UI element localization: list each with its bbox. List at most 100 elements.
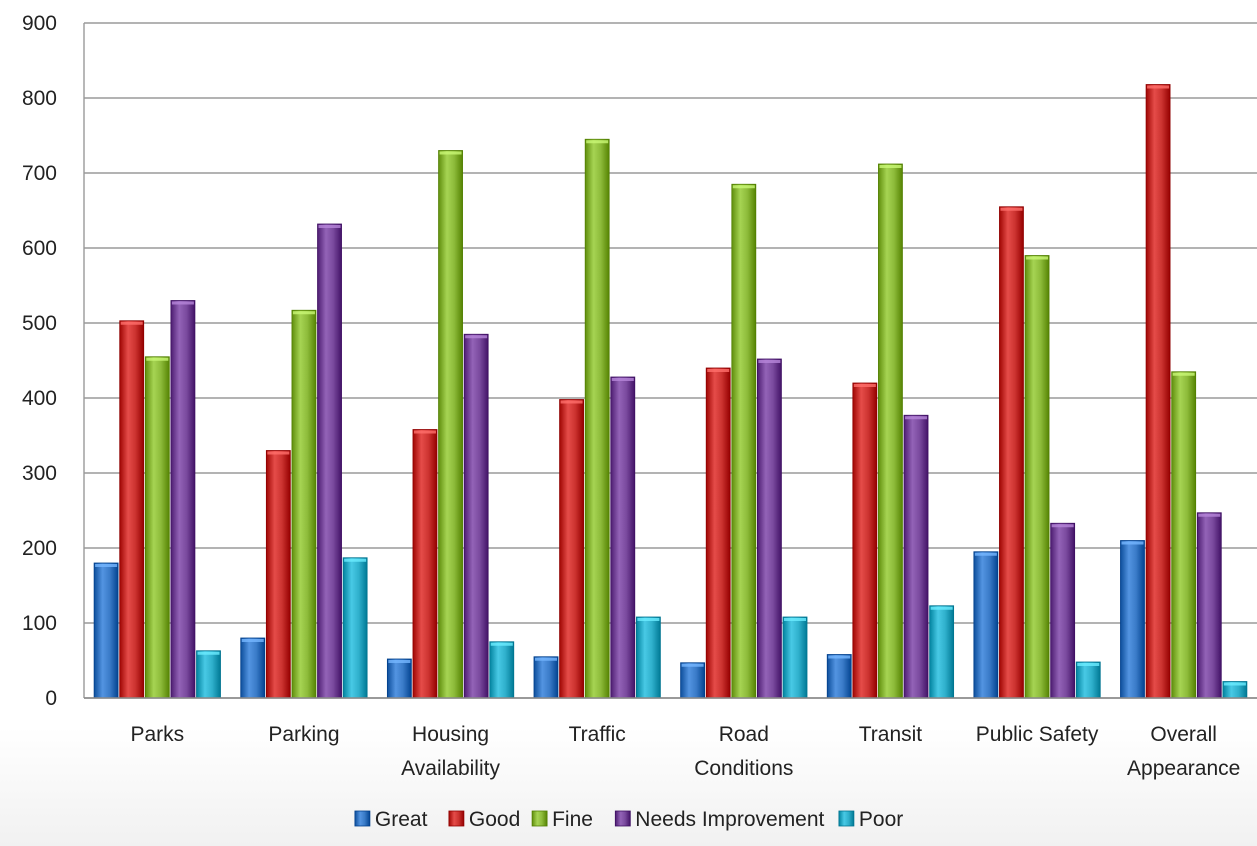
bar-needs-improvement bbox=[463, 333, 489, 699]
bar-poor bbox=[782, 616, 808, 699]
bar-highlight bbox=[732, 185, 755, 189]
bar-highlight bbox=[879, 165, 902, 168]
bar-highlight bbox=[1198, 513, 1221, 517]
bar-highlight bbox=[197, 651, 220, 655]
y-tick-label: 400 bbox=[22, 387, 57, 410]
x-tick-label: Transit bbox=[859, 723, 923, 746]
bar-fine bbox=[291, 309, 317, 699]
legend-item: Good bbox=[448, 808, 520, 831]
bar-highlight bbox=[95, 564, 118, 567]
bar-needs-improvement bbox=[1196, 512, 1222, 699]
y-tick-label: 600 bbox=[22, 237, 57, 260]
y-tick-label: 800 bbox=[22, 87, 57, 110]
bar-highlight bbox=[344, 558, 367, 562]
bar-fine bbox=[1024, 255, 1050, 699]
bar-good bbox=[1145, 84, 1171, 699]
bar-needs-improvement bbox=[903, 414, 929, 699]
bar-needs-improvement bbox=[757, 358, 782, 699]
x-tick-label: Road Conditions bbox=[694, 723, 793, 780]
legend-item: Needs Improvement bbox=[614, 808, 825, 831]
bar-highlight bbox=[388, 660, 411, 663]
bar-great bbox=[973, 551, 999, 699]
y-tick-label: 0 bbox=[45, 687, 57, 710]
bar-highlight bbox=[1147, 85, 1170, 89]
x-axis-labels: Parks Parking Housing Availability Traffic Ro… bbox=[130, 723, 1240, 780]
bar-needs-improvement bbox=[610, 376, 636, 699]
legend-swatch bbox=[614, 810, 631, 827]
legend-swatch bbox=[531, 810, 548, 827]
bar-poor bbox=[635, 616, 661, 699]
bar-good bbox=[705, 367, 731, 699]
x-tick-label: Parks bbox=[130, 723, 184, 746]
bar-good bbox=[999, 206, 1024, 699]
x-tick-label-line: Parking bbox=[268, 723, 339, 746]
bar-needs-improvement bbox=[1050, 522, 1076, 699]
bar-great bbox=[240, 637, 266, 699]
x-tick-label: Parking bbox=[268, 723, 339, 746]
bar-highlight bbox=[1051, 524, 1074, 528]
bar-good bbox=[559, 399, 584, 699]
bar-fine bbox=[878, 163, 903, 699]
bar-fine bbox=[438, 150, 463, 699]
bar-good bbox=[412, 429, 438, 699]
bar-fine bbox=[731, 183, 757, 699]
bar-fine bbox=[584, 138, 610, 699]
bar-highlight bbox=[318, 225, 341, 228]
x-tick-label-line: Parks bbox=[130, 723, 184, 746]
y-axis-ticks: 0 100 200 300 400 500 600 700 800 900 bbox=[22, 12, 57, 710]
bar-highlight bbox=[120, 321, 143, 325]
bar-great bbox=[93, 562, 119, 699]
x-tick-label: Overall Appearance bbox=[1127, 723, 1240, 780]
bar-great bbox=[680, 662, 706, 699]
legend-swatch bbox=[838, 810, 855, 827]
bar-highlight bbox=[930, 606, 953, 610]
legend-item: Great bbox=[354, 808, 428, 831]
bar-highlight bbox=[784, 618, 807, 621]
bar-great bbox=[826, 654, 852, 699]
bar-highlight bbox=[292, 311, 315, 315]
x-tick-label-line: Overall bbox=[1150, 723, 1217, 746]
bar-good bbox=[852, 382, 878, 699]
x-tick-label-line: Transit bbox=[859, 723, 923, 746]
bar-highlight bbox=[534, 657, 557, 661]
x-tick-label-line: Housing bbox=[412, 723, 489, 746]
bar-highlight bbox=[1000, 207, 1023, 211]
bar-great bbox=[386, 658, 412, 699]
bar-highlight bbox=[758, 360, 781, 363]
legend-item: Fine bbox=[531, 808, 593, 831]
y-tick-label: 700 bbox=[22, 162, 57, 185]
legend-swatch bbox=[354, 810, 371, 827]
legend-label: Fine bbox=[552, 808, 593, 831]
bar-needs-improvement bbox=[170, 300, 196, 699]
y-tick-label: 200 bbox=[22, 537, 57, 560]
x-tick-label-line: Traffic bbox=[569, 723, 626, 746]
bar-highlight bbox=[465, 335, 488, 339]
y-tick-label: 500 bbox=[22, 312, 57, 335]
bar-highlight bbox=[828, 655, 851, 659]
bar-highlight bbox=[439, 151, 462, 155]
bar-highlight bbox=[1026, 256, 1049, 260]
bar-highlight bbox=[241, 639, 264, 642]
legend: Great Good Fine Needs Improvement Poor bbox=[354, 808, 903, 831]
bar-poor bbox=[196, 650, 221, 699]
bar-highlight bbox=[611, 378, 634, 381]
bar-fine bbox=[144, 356, 170, 699]
x-tick-label-line: Road bbox=[719, 723, 769, 746]
bar-highlight bbox=[974, 552, 997, 556]
x-tick-label-line: Public Safety bbox=[976, 723, 1099, 746]
bar-highlight bbox=[560, 400, 583, 404]
bar-highlight bbox=[1121, 541, 1144, 545]
bar-highlight bbox=[267, 451, 290, 455]
bar-good bbox=[119, 320, 145, 699]
bar-highlight bbox=[586, 140, 609, 144]
legend-item: Poor bbox=[838, 808, 903, 831]
bar-highlight bbox=[146, 357, 169, 361]
bar-great bbox=[1120, 540, 1145, 699]
bar-highlight bbox=[905, 416, 928, 420]
y-tick-label: 300 bbox=[22, 462, 57, 485]
y-tick-label: 100 bbox=[22, 612, 57, 635]
bar-highlight bbox=[490, 642, 513, 646]
y-tick-label: 900 bbox=[22, 12, 57, 35]
